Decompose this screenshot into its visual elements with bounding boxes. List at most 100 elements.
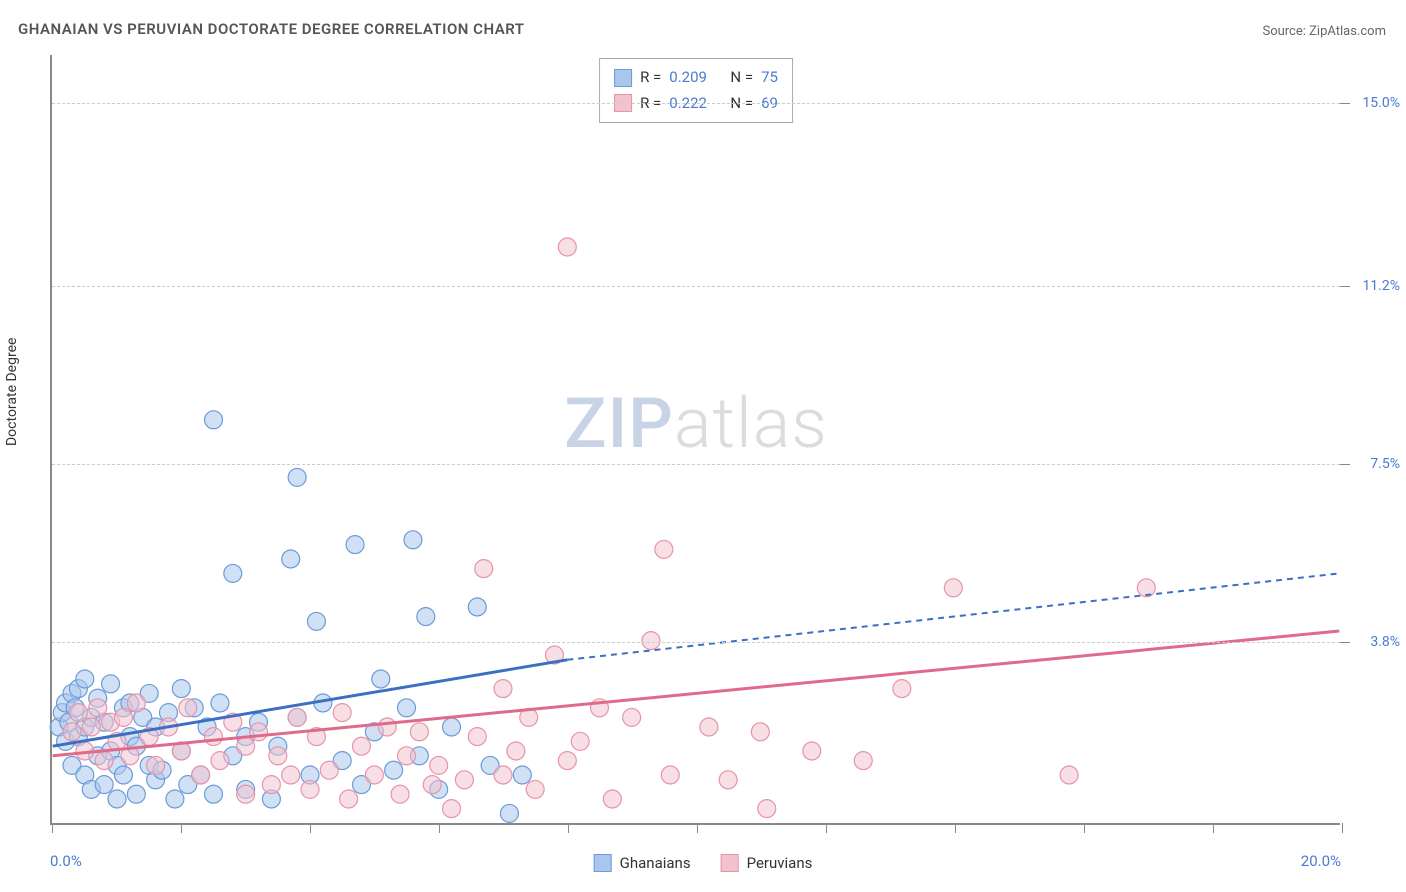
- data-point: [398, 747, 416, 765]
- series-name: Ghanaians: [620, 854, 691, 872]
- data-point: [95, 776, 113, 794]
- data-point: [558, 238, 576, 256]
- x-tick: [568, 823, 569, 833]
- data-point: [262, 776, 280, 794]
- source-attribution: Source: ZipAtlas.com: [1262, 24, 1386, 39]
- data-point: [571, 732, 589, 750]
- data-point: [385, 761, 403, 779]
- x-tick: [310, 823, 311, 833]
- data-point: [494, 680, 512, 698]
- series-name: Peruvians: [747, 854, 813, 872]
- data-point: [642, 632, 660, 650]
- data-point: [558, 752, 576, 770]
- data-point: [288, 468, 306, 486]
- series-legend: Ghanaians Peruvians: [594, 854, 813, 872]
- data-point: [391, 785, 409, 803]
- scatter-svg: [52, 55, 1340, 823]
- x-axis-min-label: 0.0%: [50, 852, 82, 870]
- data-point: [147, 756, 165, 774]
- data-point: [205, 728, 223, 746]
- data-point: [500, 804, 518, 822]
- data-point: [751, 723, 769, 741]
- trend-line: [53, 631, 1340, 756]
- data-point: [1060, 766, 1078, 784]
- swatch-pink: [721, 854, 739, 872]
- data-point: [526, 780, 544, 798]
- x-tick: [826, 823, 827, 833]
- chart-title: GHANAIAN VS PERUVIAN DOCTORATE DEGREE CO…: [18, 20, 525, 38]
- data-point: [346, 536, 364, 554]
- x-tick: [439, 823, 440, 833]
- data-point: [803, 742, 821, 760]
- swatch-blue: [594, 854, 612, 872]
- x-tick: [181, 823, 182, 833]
- data-point: [95, 752, 113, 770]
- data-point: [378, 718, 396, 736]
- data-point: [655, 540, 673, 558]
- legend-item: Peruvians: [721, 854, 813, 872]
- y-tick: [1340, 642, 1350, 643]
- data-point: [237, 785, 255, 803]
- gridline: [52, 103, 1340, 104]
- data-point: [468, 728, 486, 746]
- data-point: [854, 752, 872, 770]
- data-point: [102, 675, 120, 693]
- data-point: [410, 723, 428, 741]
- y-tick-label: 7.5%: [1370, 456, 1400, 472]
- plot-area: ZIPatlas R = 0.209 N = 75 R = 0.222 N = …: [50, 55, 1340, 825]
- x-tick: [1342, 823, 1343, 833]
- y-tick: [1340, 464, 1350, 465]
- data-point: [661, 766, 679, 784]
- data-point: [69, 704, 87, 722]
- data-point: [301, 780, 319, 798]
- x-tick: [697, 823, 698, 833]
- x-axis-max-label: 20.0%: [1301, 852, 1341, 870]
- data-point: [282, 766, 300, 784]
- data-point: [205, 785, 223, 803]
- data-point: [475, 560, 493, 578]
- data-point: [430, 756, 448, 774]
- source-link[interactable]: ZipAtlas.com: [1309, 24, 1386, 39]
- data-point: [307, 612, 325, 630]
- gridline: [52, 464, 1340, 465]
- data-point: [507, 742, 525, 760]
- data-point: [398, 699, 416, 717]
- data-point: [758, 800, 776, 818]
- data-point: [108, 790, 126, 808]
- data-point: [224, 564, 242, 582]
- data-point: [719, 771, 737, 789]
- data-point: [404, 531, 422, 549]
- data-point: [192, 766, 210, 784]
- x-tick: [955, 823, 956, 833]
- data-point: [468, 598, 486, 616]
- data-point: [127, 694, 145, 712]
- data-point: [700, 718, 718, 736]
- source-prefix: Source:: [1262, 24, 1309, 39]
- y-tick-label: 11.2%: [1362, 278, 1400, 294]
- data-point: [455, 771, 473, 789]
- data-point: [288, 708, 306, 726]
- data-point: [352, 737, 370, 755]
- data-point: [205, 411, 223, 429]
- data-point: [89, 699, 107, 717]
- data-point: [494, 766, 512, 784]
- data-point: [282, 550, 300, 568]
- data-point: [114, 766, 132, 784]
- y-tick-label: 3.8%: [1370, 634, 1400, 650]
- data-point: [372, 670, 390, 688]
- data-point: [623, 708, 641, 726]
- legend-item: Ghanaians: [594, 854, 691, 872]
- x-tick: [52, 823, 53, 833]
- data-point: [443, 800, 461, 818]
- data-point: [333, 704, 351, 722]
- data-point: [443, 718, 461, 736]
- data-point: [211, 752, 229, 770]
- data-point: [179, 699, 197, 717]
- x-tick: [1213, 823, 1214, 833]
- data-point: [76, 670, 94, 688]
- data-point: [82, 718, 100, 736]
- data-point: [513, 766, 531, 784]
- data-point: [320, 761, 338, 779]
- data-point: [127, 785, 145, 803]
- data-point: [423, 776, 441, 794]
